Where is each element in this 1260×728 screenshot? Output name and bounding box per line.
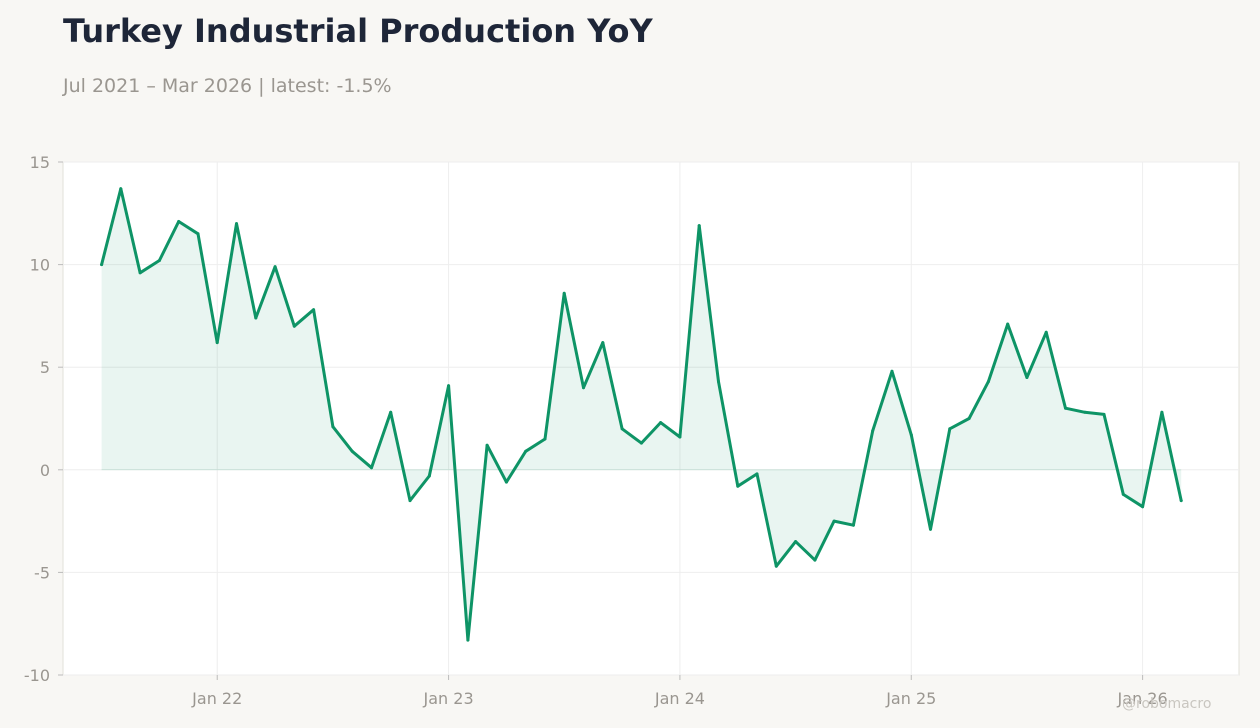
data-point-2022-06: [312, 308, 316, 312]
data-point-2021-09: [138, 271, 142, 275]
data-point-2024-04: [736, 484, 740, 488]
data-point-2023-06: [543, 437, 547, 441]
data-point-2024-05: [755, 472, 759, 476]
data-point-2021-08: [119, 187, 123, 191]
data-point-2021-11: [177, 220, 181, 223]
data-point-2023-02: [466, 638, 470, 642]
data-point-2024-09: [832, 519, 836, 523]
watermark: @robomacro: [1122, 696, 1212, 712]
data-point-2025-04: [967, 417, 971, 420]
data-point-2025-09: [1064, 406, 1067, 410]
grid-lines: [63, 161, 1239, 676]
data-point-2022-08: [350, 449, 354, 453]
chart-title: Turkey Industrial Production YoY: [63, 12, 653, 50]
data-point-2022-02: [235, 222, 238, 226]
chart-subtitle: Jul 2021 – Mar 2026 | latest: -1.5%: [63, 75, 392, 97]
y-tick-label: 5: [40, 358, 50, 377]
data-point-2023-09: [601, 341, 605, 345]
data-point-2022-12: [427, 474, 431, 478]
data-point-2025-11: [1102, 412, 1106, 416]
data-point-2023-04: [504, 480, 508, 484]
data-point-2026-02: [1160, 410, 1164, 414]
y-tick-label: -10: [24, 666, 50, 685]
data-point-2025-02: [929, 527, 932, 531]
data-point-2026-03: [1179, 499, 1183, 503]
data-point-2025-06: [1006, 322, 1010, 326]
data-point-2023-07: [562, 291, 566, 295]
x-tick-label: Jan 22: [191, 689, 242, 708]
data-point-2023-01: [447, 384, 451, 388]
x-tick-label: Jan 26: [1117, 689, 1168, 708]
data-point-2022-05: [292, 324, 296, 328]
data-point-2023-12: [659, 421, 663, 425]
data-point-2024-08: [813, 558, 817, 562]
x-tick-label: Jan 23: [423, 689, 474, 708]
data-point-2024-12: [890, 369, 894, 373]
data-point-2022-11: [408, 499, 412, 503]
data-point-2022-03: [254, 316, 258, 320]
data-point-2022-10: [389, 410, 393, 414]
data-point-2022-04: [273, 265, 277, 269]
data-point-2025-01: [909, 433, 913, 437]
data-point-2024-10: [851, 523, 855, 527]
data-point-2024-07: [794, 540, 798, 544]
data-point-2025-07: [1025, 376, 1029, 379]
data-point-2023-11: [639, 441, 643, 445]
data-point-2024-02: [697, 224, 701, 228]
data-point-2025-12: [1121, 492, 1125, 496]
data-point-2025-10: [1083, 410, 1087, 414]
y-tick-label: -5: [34, 563, 50, 582]
data-point-2023-10: [620, 427, 624, 431]
x-axis-ticks: Jan 22 Jan 23 Jan 24 Jan 25 Jan 26: [191, 675, 1168, 708]
data-point-2021-07: [100, 263, 104, 267]
data-point-2024-11: [871, 429, 875, 433]
data-point-2025-03: [948, 427, 952, 431]
data-point-2022-01: [215, 341, 219, 345]
data-point-2022-07: [331, 425, 335, 429]
data-point-2021-12: [196, 232, 200, 236]
x-tick-label: Jan 25: [885, 689, 936, 708]
y-tick-label: 0: [40, 461, 50, 480]
data-point-2021-10: [157, 259, 161, 262]
data-point-2024-01: [678, 435, 682, 439]
data-point-2023-05: [524, 449, 528, 453]
data-point-2024-06: [774, 564, 778, 568]
data-point-2023-03: [485, 443, 489, 447]
y-tick-label: 15: [30, 153, 50, 172]
data-point-2024-03: [717, 380, 720, 384]
data-point-2025-05: [986, 380, 990, 384]
data-points: [100, 187, 1183, 642]
data-point-2022-09: [370, 466, 373, 470]
data-point-2026-01: [1141, 505, 1145, 509]
y-axis-ticks: -10 -5 0 5 10 15: [24, 153, 63, 685]
x-tick-label: Jan 24: [654, 689, 705, 708]
data-point-2025-08: [1044, 330, 1048, 334]
data-point-2023-08: [582, 386, 585, 390]
area-fill: [101, 188, 1182, 641]
y-tick-label: 10: [30, 256, 50, 275]
plot-area: [62, 161, 1240, 676]
